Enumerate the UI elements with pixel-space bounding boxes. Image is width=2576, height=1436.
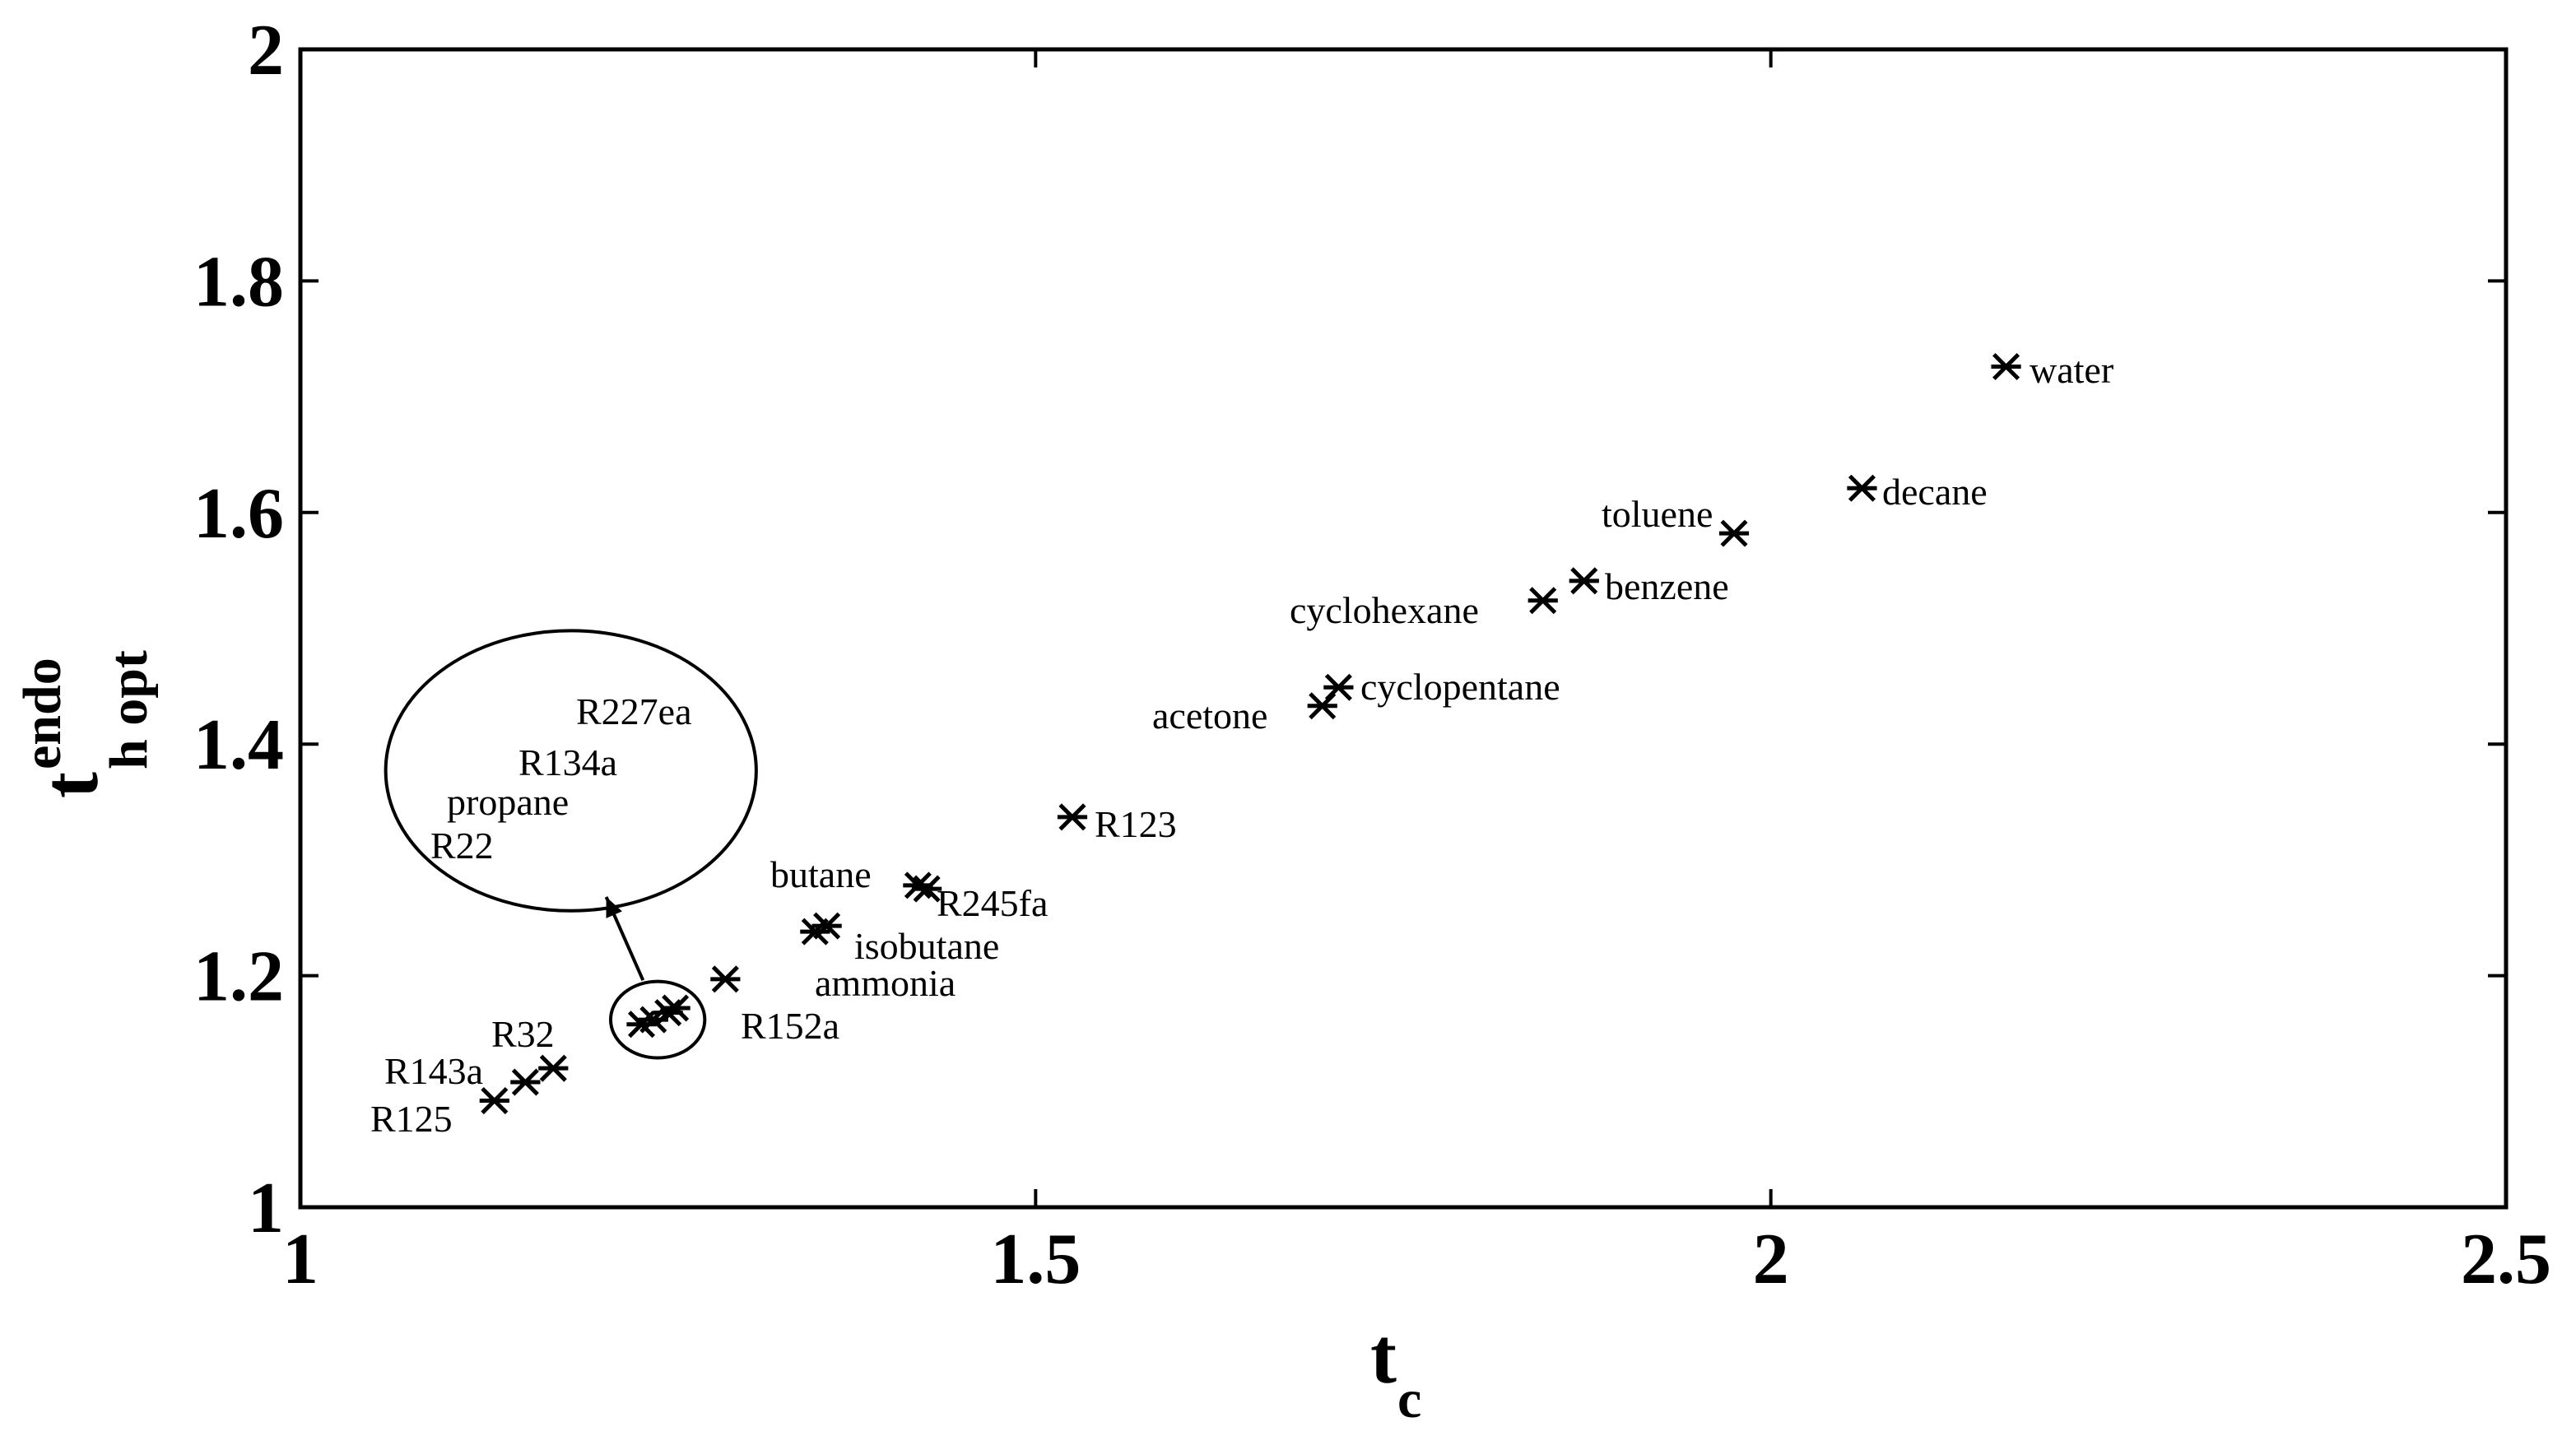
- annotation-ellipse-zoom: [384, 629, 758, 913]
- label-cyclopentane: cyclopentane: [1360, 666, 1560, 708]
- label-cyclohexane: cyclohexane: [1290, 589, 1479, 631]
- x-tick-labels: 1 1.5 2 2.5: [282, 1220, 2551, 1299]
- x-tick-label: 1: [282, 1220, 319, 1299]
- x-axis-label-sub: c: [1397, 1369, 1421, 1429]
- inset-label-propane: propane: [447, 781, 569, 823]
- inset-label-R134a: R134a: [518, 741, 617, 783]
- point-cyclohexane: [1527, 587, 1558, 615]
- x-axis-label-main: t: [1370, 1312, 1397, 1400]
- point-R152a: [710, 965, 741, 993]
- label-toluene: toluene: [1602, 493, 1713, 535]
- axis-ticks: [299, 48, 2508, 1209]
- inset-label-R227ea: R227ea: [576, 690, 692, 732]
- point-benzene: [1569, 567, 1599, 595]
- label-acetone: acetone: [1152, 695, 1267, 737]
- plot-frame: [298, 47, 2509, 1210]
- point-decane: [1847, 474, 1877, 502]
- annotations: [384, 629, 758, 1060]
- label-isobutane: isobutane: [854, 925, 999, 967]
- label-R125: R125: [370, 1098, 453, 1140]
- y-tick-label: 1: [248, 1169, 284, 1248]
- y-tick-labels: 1 1.2 1.4 1.6 1.8 2: [193, 11, 284, 1248]
- label-R32: R32: [491, 1013, 555, 1055]
- y-tick-label: 1.2: [193, 937, 284, 1017]
- point-R125: [479, 1087, 509, 1115]
- point-acetone: [1307, 692, 1337, 720]
- inset-label-R22: R22: [430, 825, 494, 867]
- point-R123: [1057, 803, 1088, 831]
- y-tick-label: 1.8: [193, 242, 284, 322]
- x-tick-label: 2: [1753, 1220, 1789, 1299]
- label-decane: decane: [1882, 471, 1988, 513]
- label-R245fa: R245fa: [937, 882, 1048, 924]
- x-axis-label: t c: [1370, 1312, 1421, 1429]
- point-cyclopentane: [1323, 673, 1354, 701]
- y-tick-label: 1.4: [193, 705, 284, 785]
- y-axis-label-sup: endo: [12, 658, 72, 769]
- label-R123: R123: [1095, 803, 1177, 845]
- annotation-ellipse-cluster: [608, 979, 707, 1060]
- annotation-arrow: [604, 896, 645, 982]
- label-benzene: benzene: [1605, 565, 1729, 607]
- label-butane: butane: [770, 853, 872, 895]
- x-tick-label: 1.5: [990, 1220, 1081, 1299]
- point-labels: R125 R143a R32 R152a ammonia isobutane b…: [370, 349, 2113, 1140]
- point-R245fa: [912, 875, 942, 903]
- point-isobutane: [811, 912, 842, 940]
- y-axis-label: t endo h opt: [12, 650, 159, 798]
- point-water: [1991, 352, 2021, 381]
- point-R227ea: [660, 994, 690, 1022]
- label-R152a: R152a: [741, 1005, 839, 1047]
- x-tick-label: 2.5: [2461, 1220, 2551, 1299]
- y-axis-label-sub: h opt: [99, 650, 159, 769]
- point-toluene: [1718, 519, 1750, 547]
- y-axis-label-main: t: [26, 772, 114, 798]
- label-water: water: [2030, 349, 2113, 391]
- y-tick-label: 1.6: [193, 474, 284, 554]
- point-R32: [538, 1054, 569, 1082]
- data-points: [479, 352, 2021, 1115]
- y-tick-label: 2: [248, 11, 284, 91]
- point-R143a: [510, 1068, 541, 1096]
- label-ammonia: ammonia: [815, 962, 956, 1004]
- label-R143a: R143a: [384, 1050, 483, 1092]
